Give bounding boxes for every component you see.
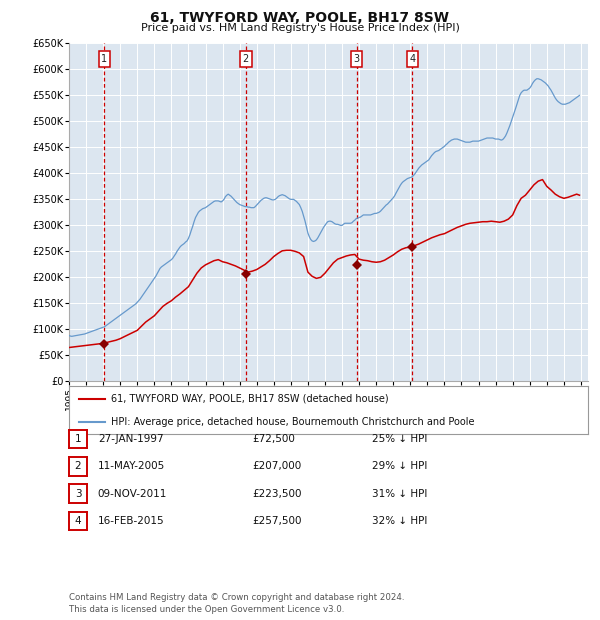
Text: Price paid vs. HM Land Registry's House Price Index (HPI): Price paid vs. HM Land Registry's House … xyxy=(140,23,460,33)
Text: 1: 1 xyxy=(74,434,82,444)
Text: 2: 2 xyxy=(242,54,249,64)
Text: 11-MAY-2005: 11-MAY-2005 xyxy=(98,461,165,471)
Text: 61, TWYFORD WAY, POOLE, BH17 8SW: 61, TWYFORD WAY, POOLE, BH17 8SW xyxy=(151,11,449,25)
Text: £257,500: £257,500 xyxy=(252,516,302,526)
Text: Contains HM Land Registry data © Crown copyright and database right 2024.
This d: Contains HM Land Registry data © Crown c… xyxy=(69,593,404,614)
Text: 27-JAN-1997: 27-JAN-1997 xyxy=(98,434,163,444)
Text: £223,500: £223,500 xyxy=(252,489,302,498)
Text: HPI: Average price, detached house, Bournemouth Christchurch and Poole: HPI: Average price, detached house, Bour… xyxy=(110,417,474,427)
Text: 3: 3 xyxy=(74,489,82,498)
Text: 2: 2 xyxy=(74,461,82,471)
Text: £72,500: £72,500 xyxy=(252,434,295,444)
Text: 4: 4 xyxy=(409,54,415,64)
Text: 1: 1 xyxy=(101,54,107,64)
Text: 16-FEB-2015: 16-FEB-2015 xyxy=(98,516,164,526)
Text: 29% ↓ HPI: 29% ↓ HPI xyxy=(372,461,427,471)
Text: 09-NOV-2011: 09-NOV-2011 xyxy=(98,489,167,498)
Text: 32% ↓ HPI: 32% ↓ HPI xyxy=(372,516,427,526)
Text: 61, TWYFORD WAY, POOLE, BH17 8SW (detached house): 61, TWYFORD WAY, POOLE, BH17 8SW (detach… xyxy=(110,394,388,404)
Text: 31% ↓ HPI: 31% ↓ HPI xyxy=(372,489,427,498)
Text: 25% ↓ HPI: 25% ↓ HPI xyxy=(372,434,427,444)
Text: 4: 4 xyxy=(74,516,82,526)
Text: 3: 3 xyxy=(353,54,359,64)
Text: £207,000: £207,000 xyxy=(252,461,301,471)
